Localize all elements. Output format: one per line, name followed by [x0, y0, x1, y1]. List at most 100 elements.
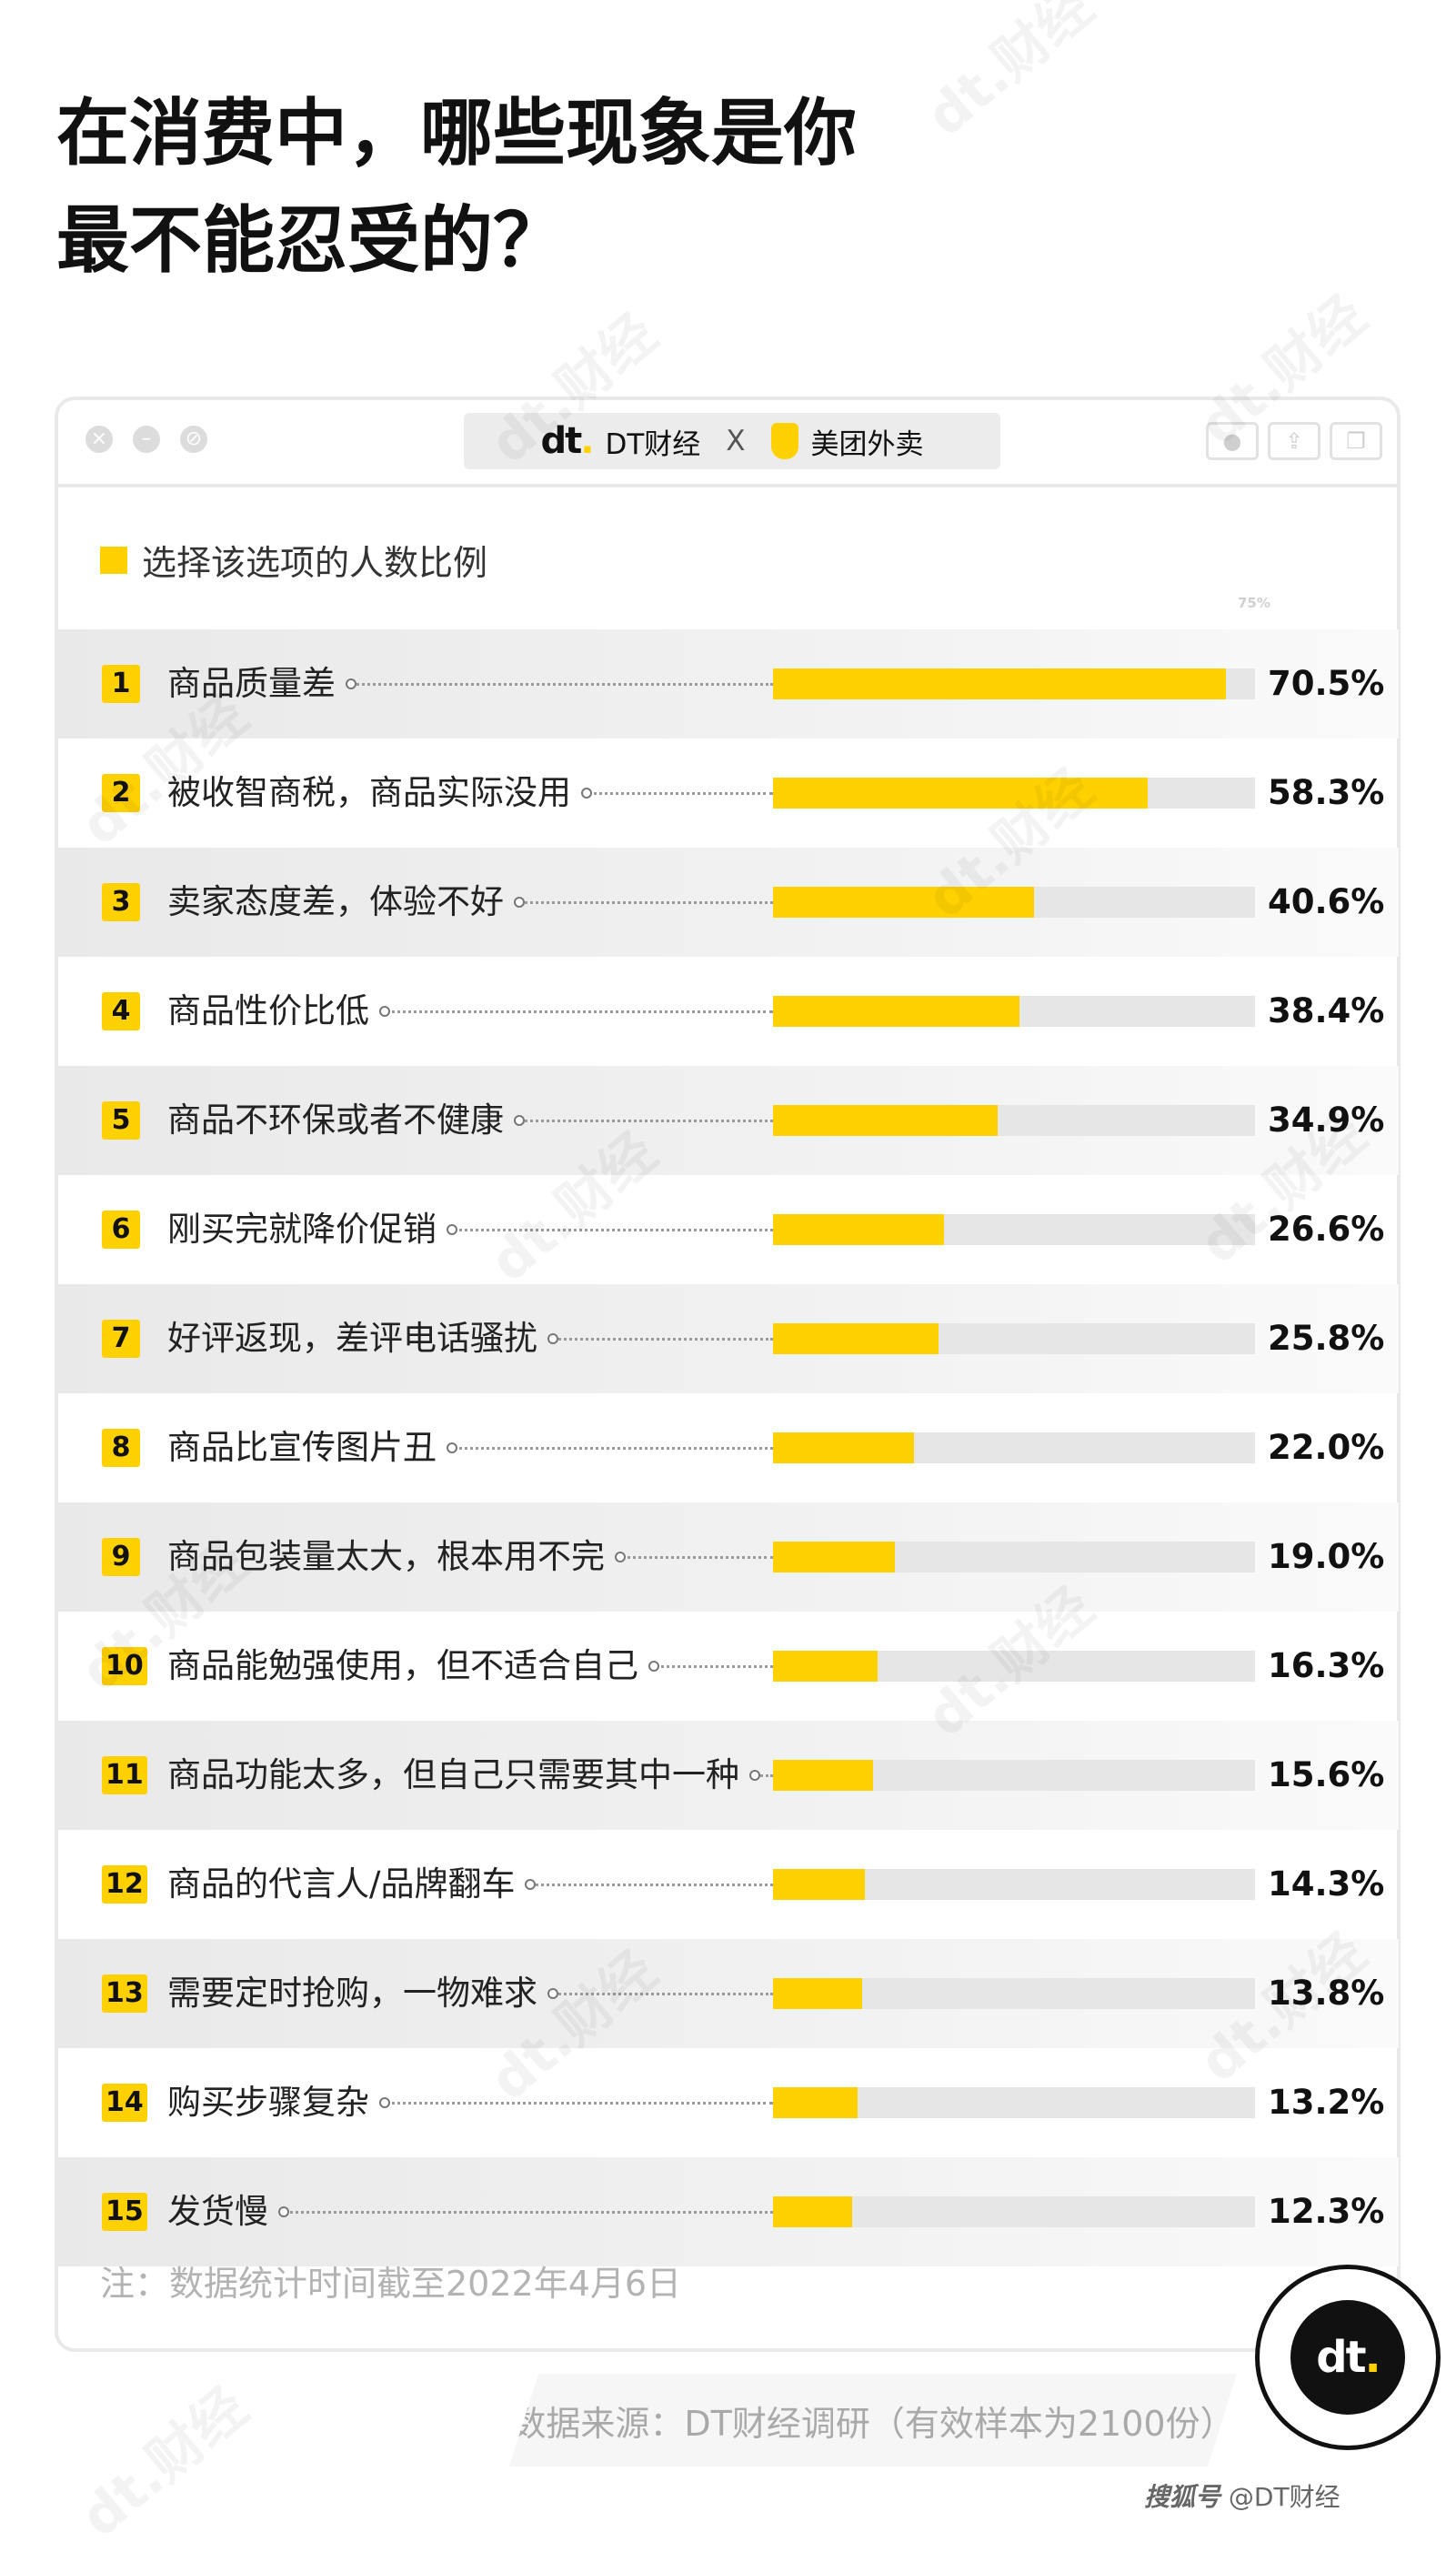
- bar: [773, 1760, 874, 1791]
- value-label: 40.6%: [1268, 882, 1385, 921]
- bar-track: [773, 1978, 1255, 2009]
- value-label: 15.6%: [1268, 1755, 1385, 1794]
- category-label: 购买步骤复杂: [167, 2083, 369, 2122]
- watermark-logo: dt.财经: [907, 0, 1107, 151]
- meituan-logo-icon: [770, 423, 798, 459]
- footer-platform: 搜狐号: [1144, 2482, 1221, 2512]
- leader-line: [278, 2206, 773, 2217]
- bar: [773, 668, 1227, 699]
- category-label: 商品不环保或者不健康: [167, 1100, 504, 1140]
- category-label: 刚买完就降价促销: [167, 1210, 437, 1249]
- bar-row: 6 刚买完就降价促销 26.6%: [58, 1175, 1399, 1284]
- leader-line: [525, 1879, 773, 1890]
- category-label: 商品功能太多，但自己只需要其中一种: [167, 1755, 739, 1794]
- bar-track: [773, 1105, 1255, 1136]
- leader-line: [346, 678, 773, 689]
- axis-max-tick-label: 75%: [1238, 595, 1270, 611]
- rank-badge: 8: [102, 1429, 140, 1467]
- category-label: 卖家态度差，体验不好: [167, 882, 504, 921]
- bar-track: [773, 668, 1255, 699]
- bar-track: [773, 1432, 1255, 1463]
- chart-window: × – ⊘ dt. DT财经 X 美团外卖 ● ⇪ ❐ 选择该选项的人数比例 7…: [55, 397, 1401, 2352]
- brand-dt-name: DT财经: [605, 427, 701, 461]
- value-label: 16.3%: [1268, 1646, 1385, 1685]
- leader-line: [447, 1442, 773, 1453]
- maximize-icon[interactable]: ⊘: [180, 426, 207, 453]
- rank-badge: 2: [102, 774, 140, 812]
- minimize-icon[interactable]: –: [133, 426, 160, 453]
- bar: [773, 2087, 859, 2118]
- leader-line: [581, 788, 773, 799]
- bar-row: 9 商品包装量太大，根本用不完 19.0%: [58, 1502, 1399, 1612]
- bar-row: 1 商品质量差 70.5%: [58, 629, 1399, 738]
- rank-badge: 6: [102, 1211, 140, 1249]
- bar-row: 2 被收智商税，商品实际没用 58.3%: [58, 738, 1399, 848]
- legend-swatch: [100, 546, 127, 574]
- bar-row: 14 购买步骤复杂 13.2%: [58, 2048, 1399, 2157]
- leader-line: [615, 1552, 773, 1562]
- rank-badge: 9: [102, 1538, 140, 1576]
- close-icon[interactable]: ×: [85, 426, 113, 453]
- rank-badge: 12: [102, 1865, 147, 1904]
- bar: [773, 1105, 998, 1136]
- category-label: 商品包装量太大，根本用不完: [167, 1537, 605, 1576]
- window-titlebar: × – ⊘ dt. DT财经 X 美团外卖 ● ⇪ ❐: [58, 400, 1397, 487]
- title-line-1: 在消费中，哪些现象是你: [56, 91, 857, 176]
- bar-row: 8 商品比宣传图片丑 22.0%: [58, 1393, 1399, 1502]
- value-label: 13.2%: [1268, 2083, 1385, 2122]
- bar-track: [773, 2087, 1255, 2118]
- bar: [773, 1432, 915, 1463]
- bar-track: [773, 1869, 1255, 1900]
- category-label: 商品质量差: [167, 664, 336, 703]
- dt-badge-icon: dt.: [1290, 2300, 1405, 2415]
- bar-track: [773, 1323, 1255, 1354]
- bar-track: [773, 1542, 1255, 1572]
- leader-line: [547, 1988, 773, 1999]
- watermark-logo: dt.财经: [61, 2366, 261, 2551]
- category-label: 商品性价比低: [167, 991, 369, 1030]
- brand-bar: dt. DT财经 X 美团外卖: [464, 413, 1000, 469]
- bar-row: 3 卖家态度差，体验不好 40.6%: [58, 848, 1399, 957]
- value-label: 34.9%: [1268, 1100, 1385, 1140]
- rank-badge: 10: [102, 1647, 147, 1685]
- brand-separator: X: [726, 425, 746, 457]
- bar-track: [773, 778, 1255, 809]
- bar: [773, 2196, 852, 2227]
- rank-badge: 5: [102, 1101, 140, 1140]
- value-label: 70.5%: [1268, 664, 1385, 703]
- value-label: 38.4%: [1268, 991, 1385, 1030]
- bar-track: [773, 996, 1255, 1027]
- legend-label: 选择该选项的人数比例: [142, 543, 488, 583]
- category-label: 好评返现，差评电话骚扰: [167, 1319, 537, 1358]
- leader-line: [447, 1224, 773, 1235]
- bar-track: [773, 887, 1255, 918]
- rank-badge: 15: [102, 2193, 147, 2231]
- bar: [773, 1651, 879, 1682]
- rank-badge: 7: [102, 1320, 140, 1358]
- record-icon[interactable]: ●: [1206, 422, 1259, 460]
- page-title: 在消费中，哪些现象是你 最不能忍受的？: [56, 80, 857, 295]
- leader-line: [514, 897, 773, 908]
- bar-row: 5 商品不环保或者不健康 34.9%: [58, 1066, 1399, 1175]
- bar: [773, 1978, 862, 2009]
- bar: [773, 1214, 944, 1245]
- legend: 选择该选项的人数比例: [100, 535, 487, 585]
- share-icon[interactable]: ⇪: [1268, 422, 1320, 460]
- bar-track: [773, 1760, 1255, 1791]
- value-label: 13.8%: [1268, 1974, 1385, 2013]
- rank-badge: 14: [102, 2084, 147, 2122]
- rank-badge: 11: [102, 1756, 147, 1794]
- leader-line: [379, 1006, 773, 1017]
- bar-row: 12 商品的代言人/品牌翻车 14.3%: [58, 1830, 1399, 1939]
- bar-row: 11 商品功能太多，但自己只需要其中一种 15.6%: [58, 1721, 1399, 1830]
- category-label: 发货慢: [167, 2192, 268, 2231]
- value-label: 14.3%: [1268, 1864, 1385, 1904]
- value-label: 58.3%: [1268, 773, 1385, 812]
- category-label: 商品能勉强使用，但不适合自己: [167, 1646, 638, 1685]
- leader-line: [379, 2097, 773, 2108]
- bar: [773, 1869, 866, 1900]
- category-label: 被收智商税，商品实际没用: [167, 773, 571, 812]
- copy-icon[interactable]: ❐: [1330, 422, 1382, 460]
- category-label: 商品的代言人/品牌翻车: [167, 1864, 516, 1904]
- bar: [773, 887, 1034, 918]
